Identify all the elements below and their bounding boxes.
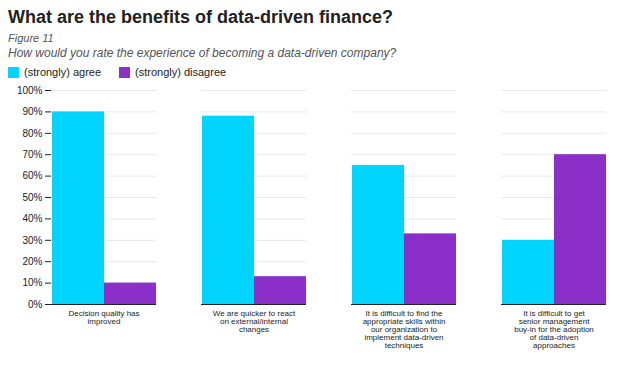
html-text:(strongly) agree: (strongly) agree xyxy=(24,66,101,78)
svg-text:We are quicker to reacton exte: We are quicker to reacton external/inter… xyxy=(213,309,296,334)
svg-text:It is difficult to find theapp: It is difficult to find theappropriate s… xyxy=(363,309,446,350)
svg-text:10%: 10% xyxy=(22,277,42,288)
svg-text:50%: 50% xyxy=(22,192,42,203)
html-text:What are the benefits of data-: What are the benefits of data-driven fin… xyxy=(8,7,394,27)
svg-text:Decision quality hasimproved: Decision quality hasimproved xyxy=(68,309,139,326)
html-text:How would you rate the experie: How would you rate the experience of bec… xyxy=(8,46,397,60)
svg-text:It is difficult to getsenior m: It is difficult to getsenior managementb… xyxy=(514,309,594,350)
svg-text:20%: 20% xyxy=(22,256,42,267)
html-text:Figure 11: Figure 11 xyxy=(8,32,54,44)
svg-text:100%: 100% xyxy=(17,85,43,96)
svg-text:40%: 40% xyxy=(22,213,42,224)
svg-text:80%: 80% xyxy=(22,128,42,139)
html-text:(strongly) disagree: (strongly) disagree xyxy=(135,66,227,78)
svg-text:0%: 0% xyxy=(28,299,43,310)
svg-text:70%: 70% xyxy=(22,149,42,160)
svg-text:30%: 30% xyxy=(22,235,42,246)
svg-text:90%: 90% xyxy=(22,106,42,117)
svg-text:60%: 60% xyxy=(22,170,42,181)
